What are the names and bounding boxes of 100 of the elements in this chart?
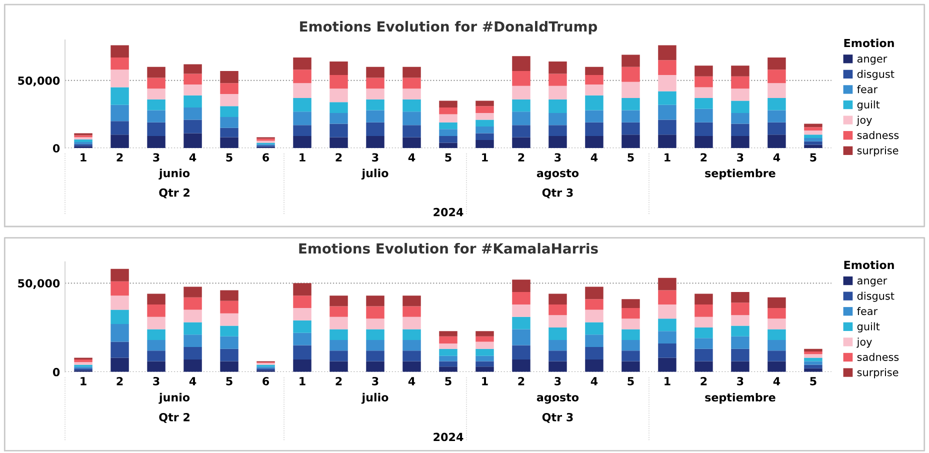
bar <box>585 95 604 110</box>
bar <box>768 83 786 98</box>
bar <box>293 57 312 70</box>
x-tick-label: 4 <box>773 377 780 386</box>
bar <box>731 292 750 303</box>
bar <box>694 122 713 136</box>
bar <box>585 299 604 310</box>
bar <box>768 340 786 351</box>
text: septiembre <box>705 392 776 404</box>
bar <box>768 70 786 84</box>
bar <box>293 83 312 98</box>
bar <box>184 286 202 298</box>
bar <box>476 133 494 140</box>
legend-label: fear <box>857 307 878 316</box>
bar <box>622 350 640 362</box>
bar <box>731 336 750 349</box>
x-tick-label: 4 <box>590 153 598 162</box>
bar <box>330 102 348 113</box>
bar <box>658 331 676 344</box>
x-tick-label: 1 <box>482 153 488 162</box>
bar <box>512 292 530 304</box>
bar <box>293 136 312 148</box>
bar <box>220 361 238 372</box>
bar <box>512 345 530 360</box>
bar <box>658 278 676 290</box>
bar <box>293 296 312 308</box>
bar <box>804 348 822 352</box>
bar <box>731 326 750 336</box>
x-tick-label: 3 <box>372 376 378 386</box>
bar <box>622 122 640 135</box>
bar <box>293 308 312 320</box>
bar <box>658 60 676 76</box>
text: junio <box>158 392 190 404</box>
bar <box>330 316 348 330</box>
bar <box>585 110 604 122</box>
bar <box>622 318 640 330</box>
bar <box>220 336 238 349</box>
legend-label: sadness <box>857 131 899 140</box>
x-tick-label: 1 <box>80 153 86 162</box>
bar <box>768 350 786 362</box>
bar <box>548 86 567 100</box>
bar <box>330 124 348 138</box>
bar <box>147 78 166 89</box>
bar <box>694 316 713 328</box>
bar <box>110 342 129 358</box>
bar <box>293 320 312 333</box>
bar <box>147 110 166 122</box>
bar <box>476 336 494 342</box>
bar <box>184 322 202 335</box>
bar <box>694 87 713 98</box>
bar <box>548 315 567 328</box>
bar <box>622 299 640 308</box>
chart-title: Emotions Evolution for #KamalaHarris <box>299 242 598 254</box>
bar <box>548 99 567 113</box>
bar <box>330 306 348 317</box>
bar <box>366 361 384 372</box>
legend-label: guilt <box>857 322 880 332</box>
bar <box>147 361 166 372</box>
bar <box>731 136 750 148</box>
bar <box>658 120 676 135</box>
bar <box>220 128 238 138</box>
bar <box>184 334 202 348</box>
x-tick-label: 2 <box>336 376 342 386</box>
y-tick-label: 0 <box>52 144 60 153</box>
x-tick-label: 4 <box>773 153 780 162</box>
bar <box>439 136 458 143</box>
bar <box>512 137 530 148</box>
bar <box>622 329 640 340</box>
x-tick-label: 4 <box>590 377 598 386</box>
text: Qtr 2 <box>159 188 190 198</box>
bar <box>330 340 348 351</box>
legend-title: Emotion <box>844 38 894 48</box>
x-tick-label: 3 <box>554 153 561 162</box>
y-tick-label: 0 <box>52 368 60 376</box>
bar <box>768 297 786 308</box>
x-tick-label: 3 <box>737 376 744 386</box>
bar <box>293 70 312 84</box>
text: Qtr 3 <box>542 188 573 198</box>
bar <box>293 332 312 346</box>
bar <box>476 120 494 126</box>
bar <box>512 329 530 346</box>
bar <box>768 361 786 372</box>
bar <box>402 296 421 306</box>
x-tick-label: 4 <box>189 153 196 162</box>
bar <box>768 57 786 70</box>
x-tick-label: 1 <box>300 377 306 386</box>
x-tick-label: 1 <box>664 377 670 386</box>
bar <box>804 134 822 138</box>
bar <box>585 122 604 136</box>
bar <box>476 361 494 367</box>
x-tick-label: 5 <box>628 153 634 162</box>
bar <box>293 359 312 372</box>
bar <box>512 99 530 112</box>
bar <box>694 76 713 88</box>
bar <box>366 110 384 122</box>
bar <box>220 94 238 106</box>
bar <box>731 88 750 101</box>
bar <box>768 329 786 340</box>
bar <box>110 310 129 324</box>
bar <box>731 361 750 372</box>
